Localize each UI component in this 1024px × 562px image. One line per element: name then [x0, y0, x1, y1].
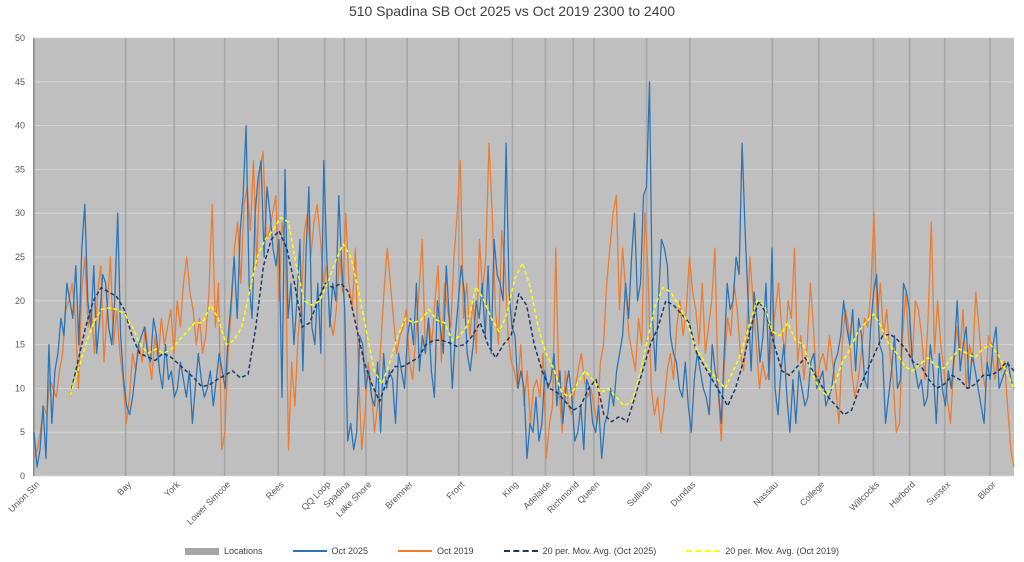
x-tick-label-sussex: Sussex	[924, 479, 952, 507]
location-bar-front	[458, 38, 460, 476]
location-bar-york	[173, 38, 175, 476]
x-tick-label-college: College	[798, 479, 827, 508]
x-tick-label-king: King	[500, 479, 520, 499]
y-tick-label-45: 45	[15, 77, 25, 87]
series-line-20-per-mov-avg-oct-2019	[69, 216, 1015, 407]
x-tick-label-bay: Bay	[115, 479, 133, 497]
legend-item-mavg-2019: 20 per. Mov. Avg. (Oct 2019)	[686, 546, 839, 556]
location-bar-bremner	[406, 38, 409, 476]
location-bar-willcocks	[872, 38, 875, 476]
legend-item-mavg-2025: 20 per. Mov. Avg. (Oct 2025)	[503, 546, 657, 556]
y-tick-label-35: 35	[15, 164, 25, 174]
series-line-oct-2025	[33, 81, 1015, 468]
legend: Locations Oct 2025 Oct 2019 20 per. Mov.…	[0, 542, 1024, 560]
legend-label-mavg-2019: 20 per. Mov. Avg. (Oct 2019)	[725, 546, 840, 556]
x-tick-label-bloor: Bloor	[976, 479, 998, 501]
location-bar-queen	[593, 38, 595, 476]
legend-item-locations: Locations	[184, 546, 263, 556]
series-lines	[33, 81, 1015, 468]
location-bar-bay	[124, 38, 127, 476]
gridlines	[34, 37, 1014, 477]
legend-swatch-mavg-2019	[686, 550, 721, 552]
x-axis: Union Stn Bay York Lower Simcoe Rees QQ LoopS…	[6, 479, 997, 527]
legend-swatch-oct-2019	[398, 550, 433, 552]
chart-title: 510 Spadina SB Oct 2025 vs Oct 2019 2300…	[348, 3, 676, 19]
location-bar-richmond	[572, 38, 575, 476]
legend-swatch-locations	[184, 547, 219, 555]
location-bar-qq-loop	[323, 38, 326, 476]
legend-item-oct-2019: Oct 2019	[398, 546, 474, 556]
x-tick-label-lower-simcoe: Lower Simcoe	[185, 479, 232, 526]
legend-label-oct-2019: Oct 2019	[437, 546, 474, 556]
y-tick-label-40: 40	[15, 121, 25, 131]
y-tick-label-20: 20	[15, 296, 25, 306]
x-tick-label-rees: Rees	[264, 479, 286, 501]
legend-label-oct-2025: Oct 2025	[331, 546, 369, 556]
x-tick-label-sullivan: Sullivan	[625, 479, 654, 508]
location-bar-union-stn	[33, 38, 35, 476]
legend-label-locations: Locations	[223, 546, 263, 556]
legend-label-mavg-2025: 20 per. Mov. Avg. (Oct 2025)	[542, 546, 657, 556]
series-line-oct-2019	[33, 142, 1015, 468]
x-tick-label-queen: Queen	[575, 479, 601, 505]
y-tick-label-50: 50	[15, 33, 25, 43]
x-tick-label-dundas: Dundas	[668, 479, 697, 508]
x-tick-label-harbord: Harbord	[887, 479, 917, 509]
y-tick-label-10: 10	[15, 383, 25, 393]
x-tick-label-nassau: Nassau	[751, 479, 780, 508]
location-bar-lake-shore	[365, 38, 367, 476]
location-bar-lower-simcoe	[223, 38, 226, 476]
y-tick-label-5: 5	[20, 427, 25, 437]
location-bar-king	[511, 38, 514, 476]
location-bar-sussex	[943, 38, 946, 476]
x-tick-label-bremner: Bremner	[383, 479, 414, 510]
x-tick-label-union-stn: Union Stn	[6, 479, 41, 514]
x-tick-label-front: Front	[444, 479, 466, 501]
legend-swatch-oct-2025	[292, 550, 327, 552]
location-bar-college	[818, 38, 820, 476]
x-tick-label-york: York	[162, 479, 182, 499]
location-bar-harbord	[908, 38, 911, 476]
legend-item-oct-2025: Oct 2025	[292, 546, 369, 556]
x-tick-label-willcocks: Willcocks	[848, 479, 882, 513]
series-line-20-per-mov-avg-oct-2025	[69, 229, 1015, 423]
location-bar-adelaide	[544, 38, 547, 476]
y-axis: 0 5 10 15 20 25 30 35 40 45 50	[15, 33, 25, 481]
location-bar-bloor	[989, 38, 991, 476]
y-tick-label-15: 15	[15, 340, 25, 350]
y-tick-label-25: 25	[15, 252, 25, 262]
legend-swatch-mavg-2025	[503, 550, 538, 552]
y-tick-label-0: 0	[20, 471, 25, 481]
y-tick-label-30: 30	[15, 208, 25, 218]
